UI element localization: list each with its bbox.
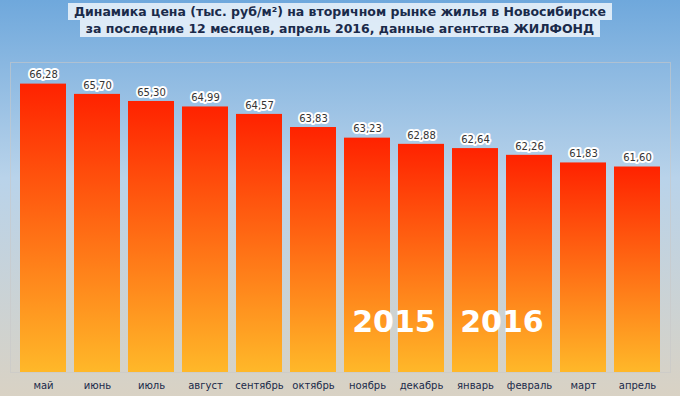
svg-text:65,30: 65,30 (137, 87, 166, 98)
svg-text:август: август (188, 380, 223, 391)
html-text:Динамика цена (тыс. руб/м²) на: Динамика цена (тыс. руб/м²) на вторичном… (73, 4, 607, 19)
svg-text:июль: июль (138, 380, 165, 391)
svg-text:64,57: 64,57 (245, 100, 274, 111)
svg-text:апрель: апрель (619, 380, 657, 391)
svg-text:2016: 2016 (460, 304, 544, 339)
svg-text:62,64: 62,64 (461, 134, 490, 145)
svg-text:63,23: 63,23 (353, 123, 382, 134)
svg-text:ноябрь: ноябрь (349, 380, 386, 391)
svg-text:январь: январь (457, 380, 494, 391)
svg-text:62,88: 62,88 (407, 130, 436, 141)
svg-text:октябрь: октябрь (292, 380, 335, 391)
svg-text:февраль: февраль (507, 380, 552, 391)
svg-text:66,28: 66,28 (29, 69, 58, 80)
svg-text:65,70: 65,70 (83, 80, 112, 91)
svg-text:61,60: 61,60 (623, 152, 652, 163)
svg-text:62,26: 62,26 (515, 141, 544, 152)
svg-text:май: май (33, 380, 53, 391)
svg-text:61,83: 61,83 (569, 148, 598, 159)
svg-text:март: март (571, 380, 597, 391)
svg-text:декабрь: декабрь (400, 380, 444, 391)
html-text:за последние 12 месяцев, апрел: за последние 12 месяцев, апрель 2016, да… (85, 21, 595, 36)
svg-text:июнь: июнь (84, 380, 111, 391)
svg-text:63,83: 63,83 (299, 113, 328, 124)
svg-text:сентябрь: сентябрь (235, 380, 284, 391)
svg-text:2015: 2015 (352, 304, 436, 339)
svg-text:64,99: 64,99 (191, 92, 220, 103)
